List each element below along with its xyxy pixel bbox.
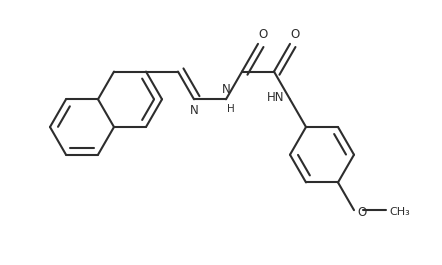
Text: H: H	[227, 104, 235, 114]
Text: N: N	[190, 104, 198, 117]
Text: CH₃: CH₃	[389, 207, 410, 217]
Text: O: O	[259, 28, 267, 41]
Text: O: O	[357, 206, 366, 219]
Text: O: O	[290, 28, 300, 41]
Text: HN: HN	[267, 91, 284, 104]
Text: N: N	[221, 83, 230, 96]
